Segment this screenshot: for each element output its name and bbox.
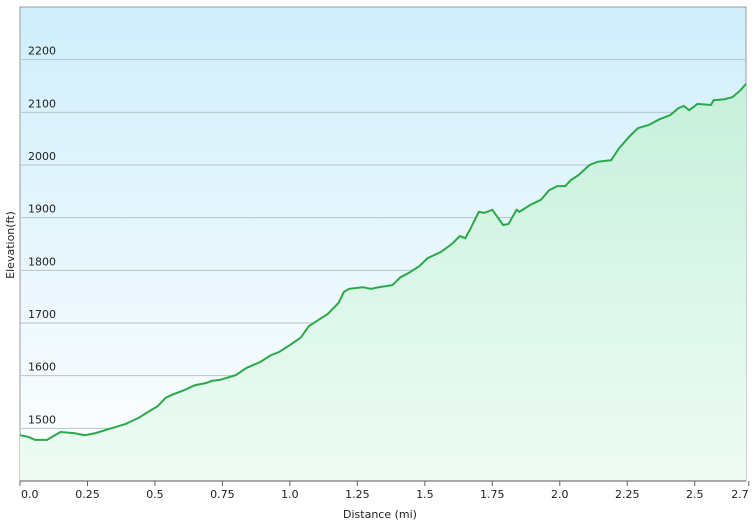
y-axis-label: Elevation(ft) (4, 211, 17, 279)
x-tick-label: 0.25 (75, 488, 100, 501)
y-tick-label: 2000 (28, 150, 56, 163)
elevation-line (19, 83, 747, 441)
x-tick-label: 1.25 (345, 488, 370, 501)
x-axis-label: Distance (mi) (343, 508, 417, 521)
y-tick-label: 1900 (28, 203, 56, 216)
x-tick-label: 2.0 (551, 488, 569, 501)
x-tick-label: 1.0 (281, 488, 299, 501)
y-tick-label: 1500 (28, 413, 56, 426)
y-tick-label: 1600 (28, 361, 56, 374)
x-tick-label: 2.7 (731, 488, 749, 501)
x-tick-label: 0.0 (21, 488, 39, 501)
y-tick-label: 1700 (28, 308, 56, 321)
x-tick-label: 2.5 (686, 488, 704, 501)
x-tick-label: 0.5 (146, 488, 164, 501)
y-tick-label: 1800 (28, 255, 56, 268)
y-tick-label: 2200 (28, 45, 56, 58)
x-tick-label: 0.75 (210, 488, 235, 501)
x-tick-label: 1.5 (416, 488, 434, 501)
area-fill (20, 83, 746, 482)
y-tick-label: 2100 (28, 97, 56, 110)
x-tick-label: 2.25 (615, 488, 640, 501)
x-tick-label: 1.75 (480, 488, 505, 501)
